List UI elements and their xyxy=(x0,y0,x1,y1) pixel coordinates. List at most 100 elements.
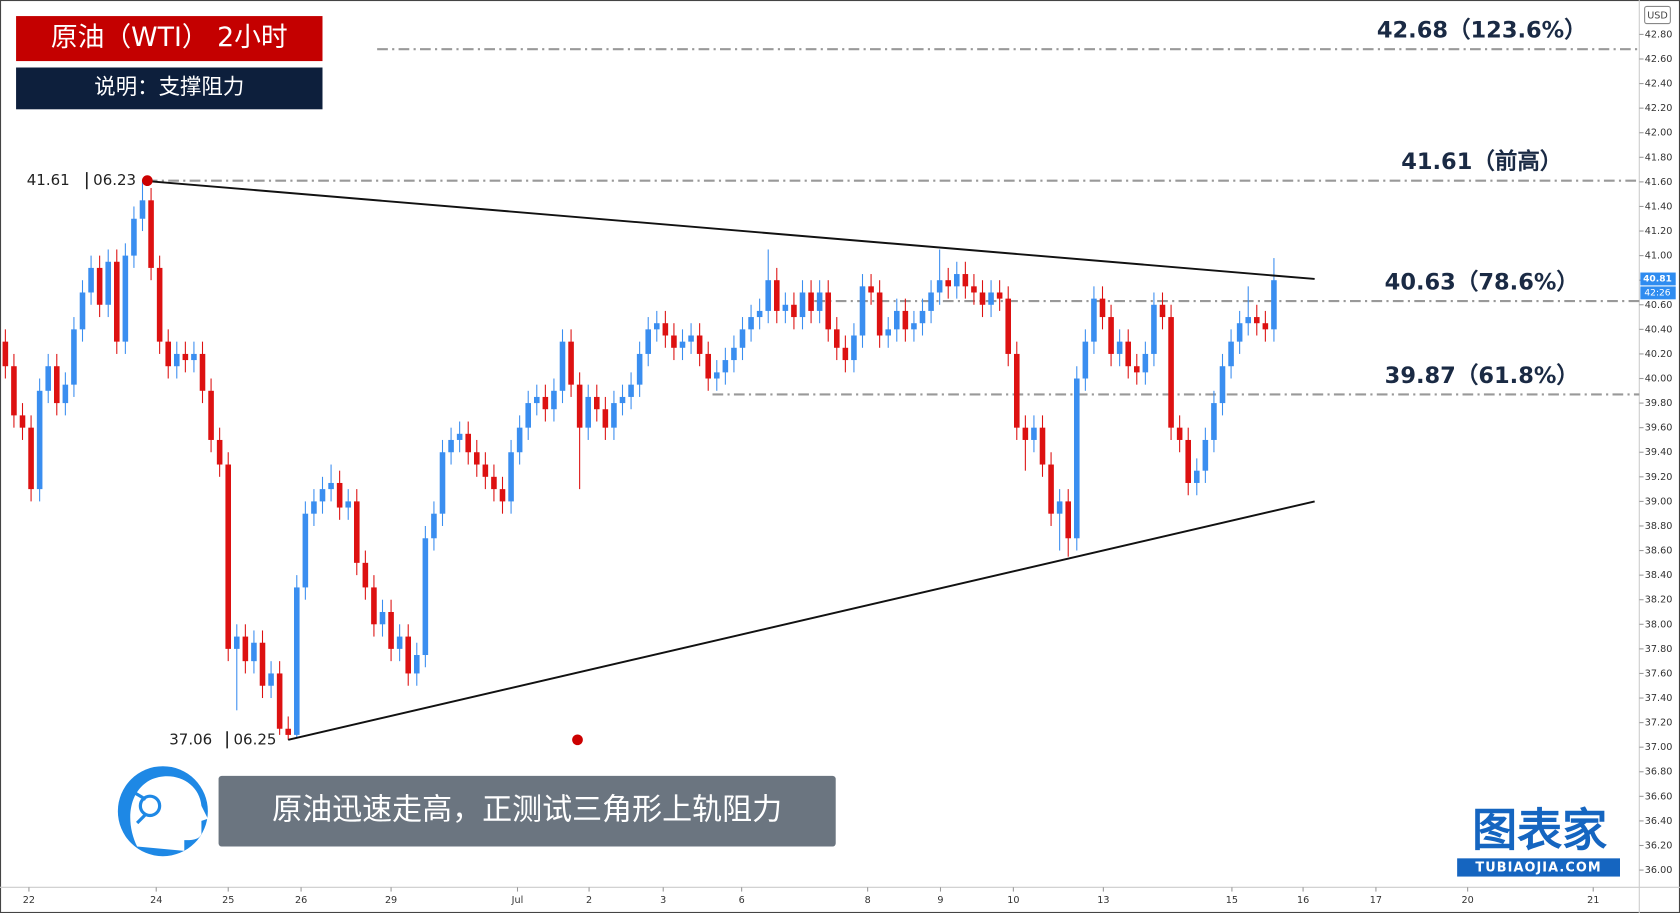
candle-body xyxy=(851,335,857,361)
candle-body xyxy=(954,274,960,287)
currency-box xyxy=(1644,5,1671,25)
y-tick-label: 42.40 xyxy=(1645,79,1673,90)
y-tick-label: 36.40 xyxy=(1645,816,1673,827)
x-tick-label: 2 xyxy=(586,895,592,906)
candle-body xyxy=(534,396,540,404)
y-tick-label: 37.80 xyxy=(1645,644,1673,655)
plot-area xyxy=(2,48,1640,741)
y-tick-label: 41.60 xyxy=(1645,177,1673,188)
candle-body xyxy=(885,329,892,336)
y-tick-label: 42.80 xyxy=(1645,29,1673,40)
candle-body xyxy=(431,513,437,539)
candle-body xyxy=(1031,427,1037,440)
x-tick-label: 20 xyxy=(1462,895,1474,906)
x-tick-label: 21 xyxy=(1587,895,1599,906)
candle-body xyxy=(636,353,643,385)
candle-body xyxy=(1236,323,1243,342)
candle-body xyxy=(2,341,9,367)
y-tick-label: 39.60 xyxy=(1645,423,1673,434)
y-tick-label: 41.00 xyxy=(1645,251,1673,262)
candle-body xyxy=(696,335,703,354)
level-label: 42.68（123.6%） xyxy=(1377,17,1587,43)
y-tick-label: 40.40 xyxy=(1645,324,1673,335)
candle-body xyxy=(662,323,669,336)
x-tick-label: 22 xyxy=(23,895,35,906)
caption: 原油迅速走高，正测试三角形上轨阻力 xyxy=(272,793,782,828)
candle-body xyxy=(139,200,146,219)
x-tick-label: Jul xyxy=(511,895,524,906)
candle-body xyxy=(628,384,634,397)
countdown-tag xyxy=(1640,286,1676,300)
candle-body xyxy=(868,286,874,293)
extreme-marker xyxy=(572,734,583,746)
y-tick-label: 39.80 xyxy=(1645,398,1673,409)
candle-body xyxy=(585,396,592,428)
y-tick-label: 40.60 xyxy=(1645,300,1673,311)
candle-body xyxy=(242,636,249,662)
candle-body xyxy=(439,452,446,514)
currency: USD xyxy=(1647,11,1668,22)
candle-body xyxy=(105,261,111,305)
candle-body xyxy=(499,489,506,502)
candle-body xyxy=(739,329,746,348)
candle-body xyxy=(936,280,943,293)
candle-body xyxy=(1142,353,1149,373)
candle-body xyxy=(174,353,180,367)
countdown: 42:26 xyxy=(1644,288,1670,298)
candle-body xyxy=(251,642,257,662)
candle-body xyxy=(45,366,52,391)
y-tick-label: 37.40 xyxy=(1645,693,1673,704)
candle-body xyxy=(1228,341,1234,367)
extreme-date: 06.25 xyxy=(234,730,277,748)
candle-body xyxy=(825,292,832,330)
extreme-value: 37.06 xyxy=(169,730,212,748)
candle-body xyxy=(1168,317,1174,428)
x-tick-label: 10 xyxy=(1007,895,1019,906)
candle-body xyxy=(354,501,360,563)
candle-body xyxy=(379,612,386,625)
candle-body xyxy=(568,341,574,385)
y-tick-label: 38.20 xyxy=(1645,595,1673,606)
candle-body xyxy=(371,587,377,625)
candle-body xyxy=(465,433,471,453)
subtitle-box xyxy=(16,67,323,110)
y-tick-label: 42.20 xyxy=(1645,103,1673,114)
candle-body xyxy=(1151,304,1157,354)
candle-body xyxy=(1039,427,1046,465)
candle-body xyxy=(1082,341,1089,379)
candle-body xyxy=(714,372,720,379)
last-price: 40.81 xyxy=(1643,274,1672,284)
candle-body xyxy=(79,292,86,330)
candle-body xyxy=(1048,464,1054,514)
y-tick-label: 38.40 xyxy=(1645,570,1673,581)
candle-body xyxy=(1056,501,1063,514)
x-tick-label: 17 xyxy=(1370,895,1382,906)
candle-body xyxy=(345,501,351,508)
candle-body xyxy=(208,390,214,440)
x-tick-label: 24 xyxy=(150,895,162,906)
candle-body xyxy=(148,200,154,268)
candle-body xyxy=(705,353,712,379)
candle-body xyxy=(508,452,514,502)
candle-body xyxy=(1116,341,1123,354)
candle-body xyxy=(414,655,420,674)
chart-title: 原油（WTI） 2小时 xyxy=(51,22,288,53)
x-tick-label: 15 xyxy=(1226,895,1238,906)
trendline xyxy=(287,500,1315,741)
candle-body xyxy=(1245,317,1251,324)
candle-body xyxy=(782,304,789,311)
candle-body xyxy=(1091,298,1097,342)
candle-body xyxy=(388,612,394,649)
candle-body xyxy=(328,482,334,490)
candle-body xyxy=(1262,323,1269,330)
candle-body xyxy=(268,673,274,686)
level-label: 40.63（78.6%） xyxy=(1385,269,1579,295)
candle-body xyxy=(276,673,283,729)
candle-body xyxy=(11,366,17,416)
candle-body xyxy=(1185,439,1191,483)
candle-body xyxy=(122,255,129,342)
candle-body xyxy=(791,304,797,318)
candle-body xyxy=(1271,280,1277,330)
candle-body xyxy=(294,587,300,735)
candle-body xyxy=(876,292,883,336)
